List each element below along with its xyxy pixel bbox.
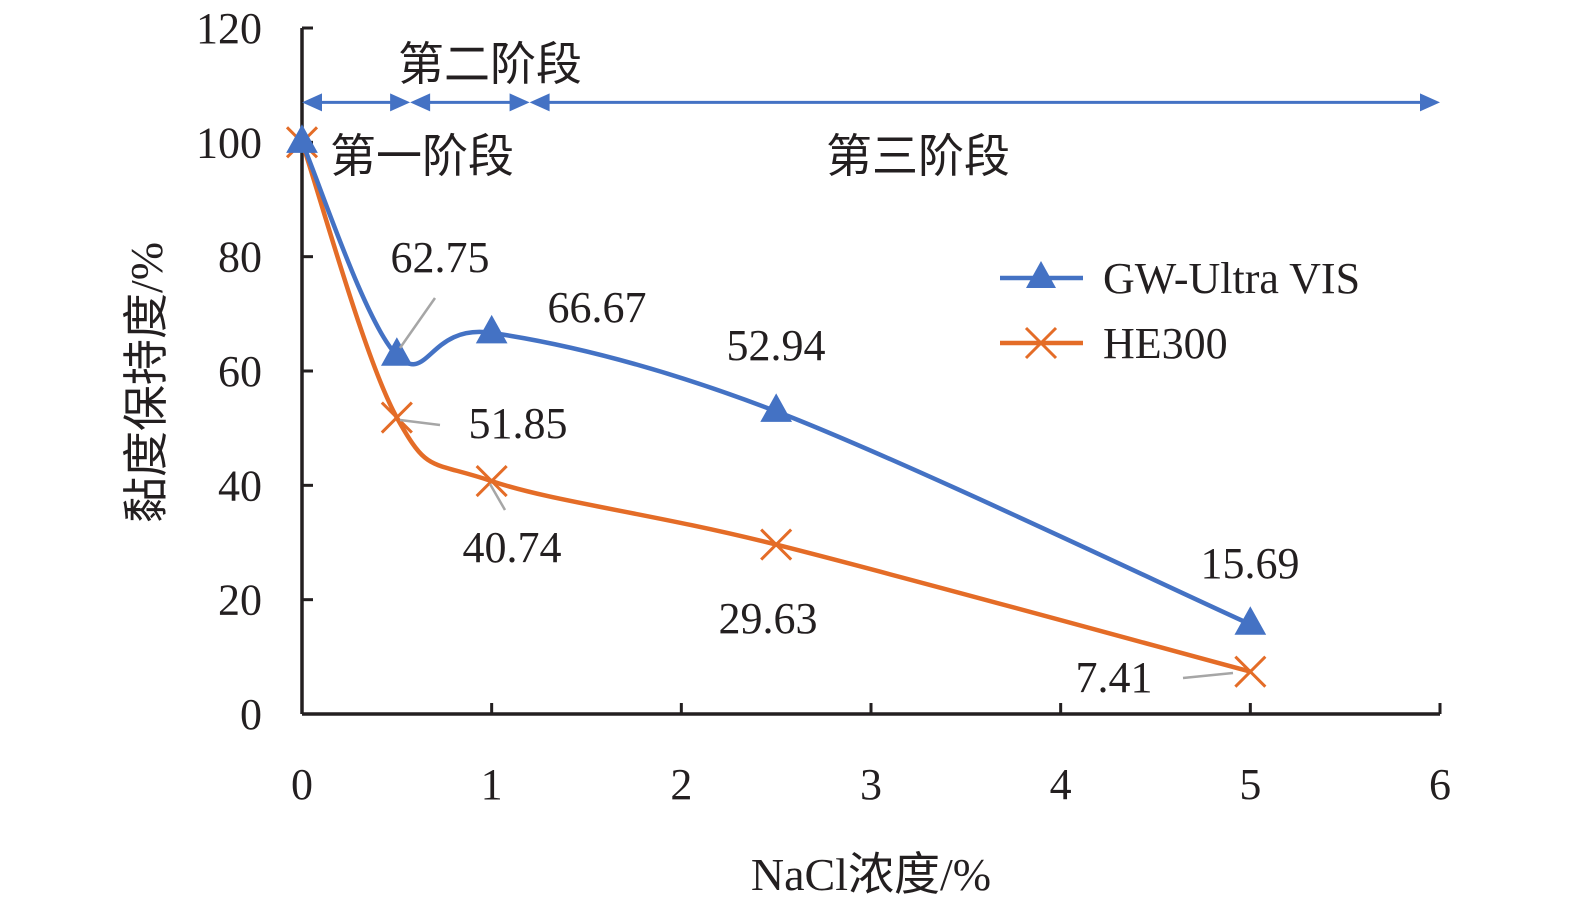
data-point — [760, 393, 793, 422]
legend: GW-Ultra VIS HE300 — [1000, 254, 1360, 368]
x-tick-label: 4 — [1050, 760, 1072, 809]
stage-arrow-head-left — [410, 93, 431, 112]
stage-label: 第一阶段 — [330, 131, 514, 182]
x-tick-label: 6 — [1429, 760, 1451, 809]
x-axis-title: NaCl浓度/% — [751, 849, 991, 900]
x-tick-label: 1 — [481, 760, 503, 809]
y-tick-label: 80 — [218, 233, 262, 282]
legend-label: GW-Ultra VIS — [1103, 254, 1360, 303]
stage-arrow-head-right — [1420, 93, 1440, 112]
stage-arrow-head-right — [509, 93, 530, 112]
axes: 0 20 40 60 80 100 120 0 1 2 3 4 5 6 — [196, 4, 1451, 809]
series-layer — [285, 124, 1267, 688]
x-tick-label: 3 — [860, 760, 882, 809]
y-tick-label: 0 — [240, 690, 262, 739]
series-line — [299, 141, 1251, 674]
data-point — [380, 337, 413, 366]
stage-label: 第三阶段 — [826, 131, 1010, 182]
legend-marker — [1024, 326, 1058, 360]
data-point — [1234, 606, 1267, 635]
data-label: 66.67 — [548, 283, 647, 332]
series-line — [299, 141, 1252, 627]
data-point — [475, 314, 508, 344]
y-tick-label: 40 — [218, 461, 262, 510]
data-point — [760, 528, 793, 561]
legend-item: HE300 — [1000, 319, 1228, 368]
data-label: 7.41 — [1076, 653, 1153, 702]
data-label: 15.69 — [1201, 539, 1300, 588]
data-label: 40.74 — [463, 523, 562, 572]
y-tick-label: 20 — [218, 576, 262, 625]
x-tick-label: 2 — [670, 760, 692, 809]
x-tick-label: 5 — [1239, 760, 1261, 809]
data-labels: 62.75 66.67 52.94 15.69 51.85 40.74 29.63 7.41 — [391, 233, 1300, 702]
data-point — [380, 401, 413, 434]
leader-line — [399, 418, 441, 427]
y-tick-label: 100 — [196, 118, 262, 167]
leader-line — [398, 297, 437, 349]
stage-arrow-head-left — [302, 93, 322, 112]
data-label: 51.85 — [469, 399, 568, 448]
legend-marker — [1026, 261, 1056, 288]
leader-line — [488, 483, 507, 511]
y-tick-label: 120 — [196, 4, 262, 53]
data-label: 62.75 — [391, 233, 490, 282]
data-point — [475, 465, 508, 498]
legend-item: GW-Ultra VIS — [1000, 254, 1360, 303]
stage-arrow-head-right — [390, 93, 411, 112]
data-label: 52.94 — [727, 321, 826, 370]
data-point — [286, 124, 318, 153]
data-point — [1234, 655, 1267, 688]
leader-line — [1182, 671, 1234, 680]
x-tick-label: 0 — [291, 760, 313, 809]
y-tick-label: 60 — [218, 347, 262, 396]
stage-label: 第二阶段 — [398, 39, 582, 90]
stage-arrow-head-left — [529, 93, 550, 112]
y-axis-title: 黏度保持度/% — [121, 242, 172, 523]
legend-label: HE300 — [1103, 319, 1228, 368]
data-label: 29.63 — [719, 594, 818, 643]
